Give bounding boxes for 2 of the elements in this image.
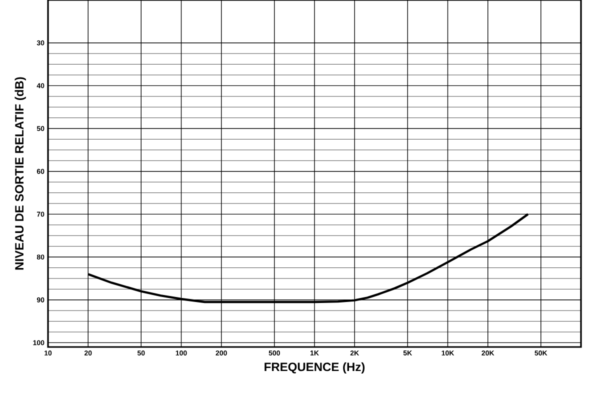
x-axis-title: FREQUENCE (Hz) xyxy=(264,362,365,374)
y-axis-title: NIVEAU DE SORTIE RELATIF (dB) xyxy=(14,77,26,270)
